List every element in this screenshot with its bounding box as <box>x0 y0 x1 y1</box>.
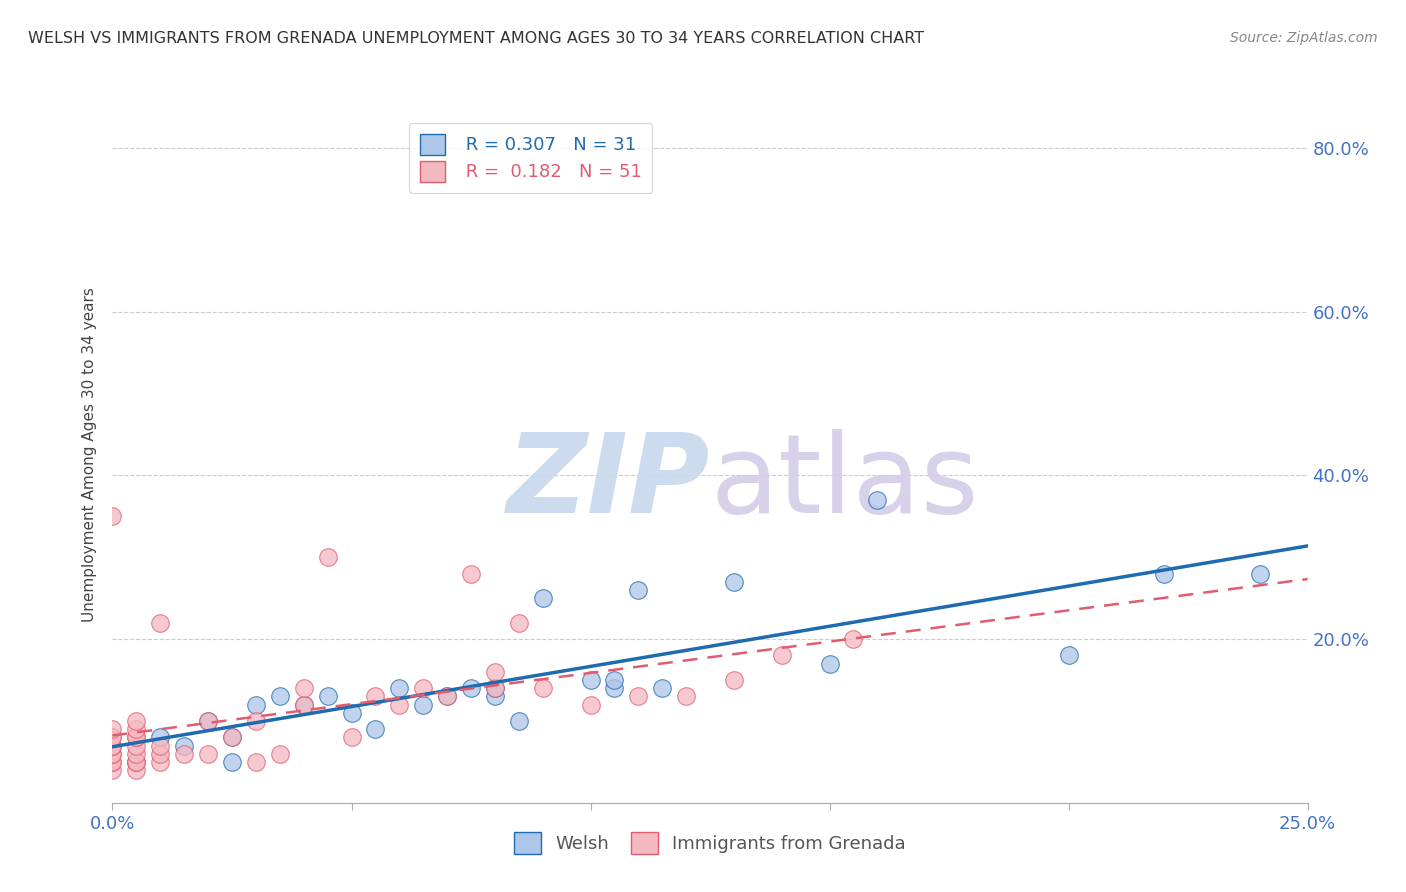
Point <box>531 681 554 696</box>
Point <box>101 747 124 761</box>
Point <box>125 739 148 753</box>
Point <box>412 681 434 696</box>
Point <box>245 698 267 712</box>
Point <box>364 690 387 704</box>
Point <box>460 566 482 581</box>
Point <box>101 755 124 769</box>
Point <box>460 681 482 696</box>
Point <box>651 681 673 696</box>
Point <box>149 739 172 753</box>
Point <box>101 739 124 753</box>
Point <box>125 714 148 728</box>
Point <box>125 747 148 761</box>
Point <box>436 690 458 704</box>
Point <box>125 763 148 777</box>
Point <box>149 747 172 761</box>
Point <box>173 739 195 753</box>
Point <box>723 574 745 589</box>
Point <box>627 582 650 597</box>
Point <box>292 698 315 712</box>
Point <box>579 673 602 687</box>
Point <box>842 632 865 646</box>
Point <box>101 747 124 761</box>
Point <box>340 706 363 720</box>
Point <box>221 731 243 745</box>
Point <box>197 747 219 761</box>
Point <box>531 591 554 606</box>
Legend: Welsh, Immigrants from Grenada: Welsh, Immigrants from Grenada <box>505 823 915 863</box>
Point <box>125 722 148 736</box>
Point <box>269 690 291 704</box>
Point <box>579 698 602 712</box>
Point <box>388 681 411 696</box>
Point <box>197 714 219 728</box>
Point <box>1153 566 1175 581</box>
Point <box>101 731 124 745</box>
Point <box>723 673 745 687</box>
Point <box>101 722 124 736</box>
Point <box>484 690 506 704</box>
Point <box>221 755 243 769</box>
Point <box>770 648 793 663</box>
Point <box>125 755 148 769</box>
Point <box>818 657 841 671</box>
Point <box>101 755 124 769</box>
Point <box>101 731 124 745</box>
Point <box>149 615 172 630</box>
Point <box>101 739 124 753</box>
Point <box>627 690 650 704</box>
Point <box>603 681 626 696</box>
Point <box>173 747 195 761</box>
Point <box>292 681 315 696</box>
Point <box>508 714 530 728</box>
Point <box>484 665 506 679</box>
Point <box>245 714 267 728</box>
Point <box>197 714 219 728</box>
Point <box>675 690 697 704</box>
Text: Source: ZipAtlas.com: Source: ZipAtlas.com <box>1230 31 1378 45</box>
Point <box>866 492 889 507</box>
Text: ZIP: ZIP <box>506 429 710 536</box>
Point <box>245 755 267 769</box>
Point <box>149 731 172 745</box>
Point <box>436 690 458 704</box>
Point <box>125 731 148 745</box>
Point <box>508 615 530 630</box>
Text: atlas: atlas <box>710 429 979 536</box>
Point <box>125 755 148 769</box>
Point <box>101 739 124 753</box>
Point <box>412 698 434 712</box>
Point <box>484 681 506 696</box>
Point <box>1249 566 1271 581</box>
Text: WELSH VS IMMIGRANTS FROM GRENADA UNEMPLOYMENT AMONG AGES 30 TO 34 YEARS CORRELAT: WELSH VS IMMIGRANTS FROM GRENADA UNEMPLO… <box>28 31 924 46</box>
Point <box>125 731 148 745</box>
Point <box>292 698 315 712</box>
Point <box>125 755 148 769</box>
Point <box>149 755 172 769</box>
Point <box>316 550 339 565</box>
Point <box>101 509 124 524</box>
Point <box>603 673 626 687</box>
Point <box>1057 648 1080 663</box>
Point <box>269 747 291 761</box>
Point <box>340 731 363 745</box>
Y-axis label: Unemployment Among Ages 30 to 34 years: Unemployment Among Ages 30 to 34 years <box>82 287 97 623</box>
Point <box>316 690 339 704</box>
Point <box>388 698 411 712</box>
Point <box>364 722 387 736</box>
Point <box>101 763 124 777</box>
Point <box>221 731 243 745</box>
Point <box>484 681 506 696</box>
